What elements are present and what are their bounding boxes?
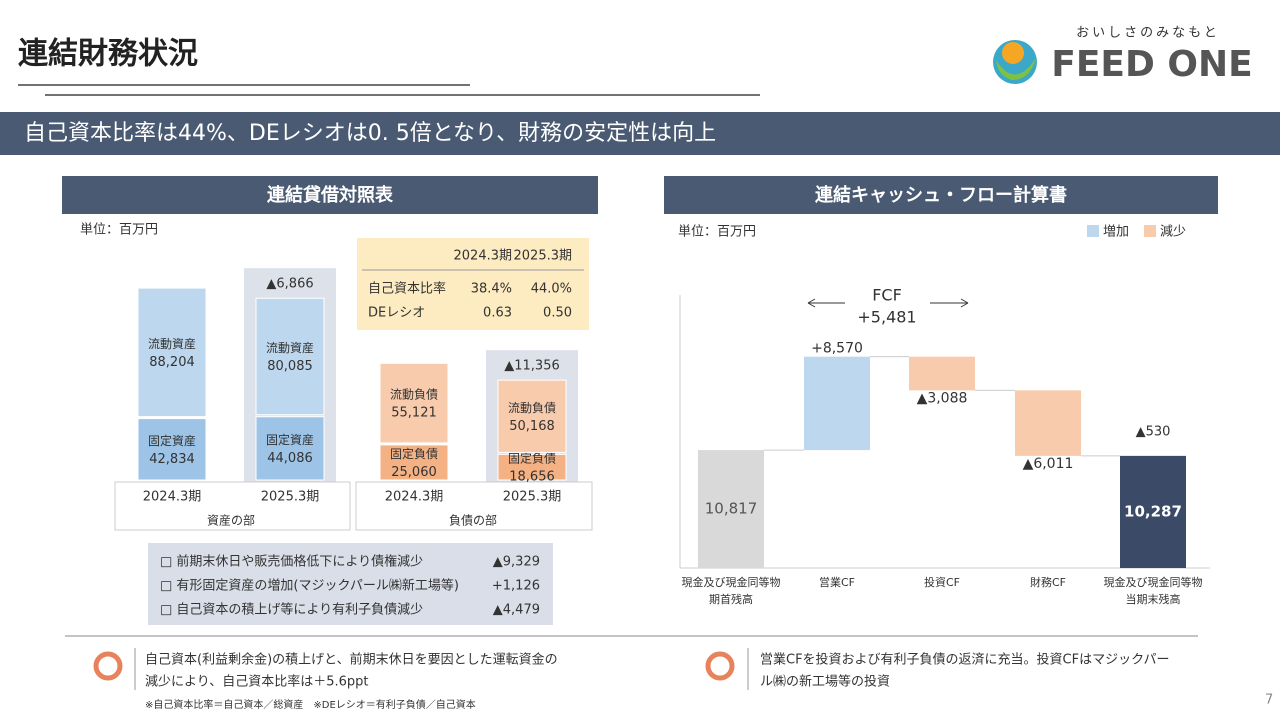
fcf-value: +5,481 <box>857 308 916 327</box>
ratio-column: 2024.3期 <box>454 249 513 264</box>
ratio-box <box>357 238 589 330</box>
header-bar <box>664 176 1218 214</box>
segment-name: 流動負債 <box>508 400 556 415</box>
axis-box <box>114 481 351 531</box>
tagline: おいしさのみなもと <box>1076 26 1220 41</box>
ratio-value: 44.0% <box>531 282 572 297</box>
bar-segment <box>379 444 449 481</box>
fcf-arrows <box>807 298 969 308</box>
segment-value: 88,204 <box>149 355 195 370</box>
segment-value: 25,060 <box>391 465 437 480</box>
segment-value: 55,121 <box>391 406 437 421</box>
comment: 営業CFを投資および有利子負債の返済に充当。投資CFはマジックパー <box>760 652 1169 668</box>
segment-value: 44,086 <box>267 451 313 466</box>
bar-segment <box>255 416 325 481</box>
ratio-value: 0.50 <box>543 306 572 321</box>
segment-name: 流動資産 <box>148 336 196 351</box>
segment-name: 固定負債 <box>390 446 438 461</box>
segment-name: 流動資産 <box>266 340 314 355</box>
ratio-value: 0.63 <box>483 306 512 321</box>
comment: 自己資本(利益剰余金)の積上げと、前期末休日を要因とした運転資金の <box>145 652 558 668</box>
note-text: □ 前期末休日や販売価格低下により債権減少 <box>160 554 423 570</box>
period-label: 2025.3期 <box>503 490 562 505</box>
comment: ル㈱の新工場等の投資 <box>760 674 890 690</box>
legend-label: 増加 <box>1103 225 1129 240</box>
period-label: 2025.3期 <box>261 490 320 505</box>
waterfall-bar <box>909 356 975 391</box>
segment-value: 42,834 <box>149 452 195 467</box>
segment-name: 固定資産 <box>148 433 196 448</box>
category-label: 現金及び現金同等物 <box>1104 575 1203 589</box>
bar-segment <box>497 379 567 453</box>
segment-name: 固定負債 <box>508 451 556 466</box>
bar-label: ▲6,011 <box>1023 456 1074 472</box>
waterfall-bar <box>804 356 870 451</box>
note-text: □ 自己資本の積上げ等により有利子負債減少 <box>160 602 423 618</box>
bar-segment <box>137 287 207 418</box>
category-label: 財務CF <box>1030 575 1066 589</box>
adjustment: ▲530 <box>1136 425 1171 440</box>
legend-swatch <box>1087 225 1099 237</box>
category-label: 現金及び現金同等物 <box>682 575 781 589</box>
logo-icon <box>993 40 1037 84</box>
category-label: 期首残高 <box>709 592 753 606</box>
unit: 単位：百万円 <box>678 224 756 240</box>
segment-name: 固定資産 <box>266 432 314 447</box>
bar-label: ▲3,088 <box>917 390 968 406</box>
bar-segment <box>137 418 207 481</box>
section-title: 連結貸借対照表 <box>267 184 394 206</box>
segment-value: 50,168 <box>509 419 555 434</box>
group-label: 資産の部 <box>207 513 255 528</box>
ratio-name: DEレシオ <box>368 306 425 321</box>
ratio-value: 38.4% <box>471 282 512 297</box>
note-value: +1,126 <box>492 579 540 594</box>
bar-segment <box>497 453 567 481</box>
change-label: ▲11,356 <box>504 359 560 374</box>
legend-swatch <box>1144 225 1156 237</box>
fcf-label: FCF <box>872 286 902 305</box>
axis-box <box>355 481 593 531</box>
bar-label: +8,570 <box>811 341 863 357</box>
category-label: 当期末残高 <box>1126 592 1181 606</box>
section-title: 連結キャッシュ・フロー計算書 <box>815 184 1067 206</box>
bar-label: 10,287 <box>1124 502 1182 520</box>
footnote: ※自己資本比率＝自己資本／総資産 ※DEレシオ＝有利子負債／自己資本 <box>145 698 476 711</box>
bar-label: 10,817 <box>705 500 758 518</box>
comment: 減少により、自己資本比率は＋5.6ppt <box>145 674 369 690</box>
change-label: ▲6,866 <box>266 277 313 292</box>
note-value: ▲9,329 <box>493 555 540 570</box>
bar-segment <box>379 362 449 444</box>
header-bar <box>62 176 598 214</box>
group-label: 負債の部 <box>449 513 497 528</box>
bar-segment <box>255 297 325 416</box>
waterfall-bar <box>698 450 764 568</box>
banner-bg <box>0 112 1280 155</box>
waterfall-bar <box>1120 455 1186 568</box>
icon <box>93 651 123 681</box>
waterfall-bar <box>1015 390 1081 456</box>
legend-label: 減少 <box>1160 224 1186 240</box>
title: 連結財務状況 <box>18 37 198 72</box>
banner: 自己資本比率は44%、DEレシオは0. 5倍となり、財務の安定性は向上 <box>24 121 716 146</box>
icon <box>705 651 735 681</box>
period-label: 2024.3期 <box>143 490 202 505</box>
note-value: ▲4,479 <box>493 603 540 618</box>
page-number: 7 <box>1265 693 1273 708</box>
category-label: 営業CF <box>819 575 855 589</box>
period-label: 2024.3期 <box>385 490 444 505</box>
segment-name: 流動負債 <box>390 387 438 402</box>
ratio-name: 自己資本比率 <box>368 281 446 297</box>
logo: FEED ONE <box>1051 44 1253 85</box>
segment-value: 80,085 <box>267 359 313 374</box>
ratio-column: 2025.3期 <box>514 249 573 264</box>
notes-box <box>148 543 553 625</box>
segment-value: 18,656 <box>509 470 555 485</box>
unit: 単位：百万円 <box>80 222 158 238</box>
category-label: 投資CF <box>924 575 960 589</box>
note-text: □ 有形固定資産の増加(マジックパール㈱新工場等) <box>160 578 459 594</box>
